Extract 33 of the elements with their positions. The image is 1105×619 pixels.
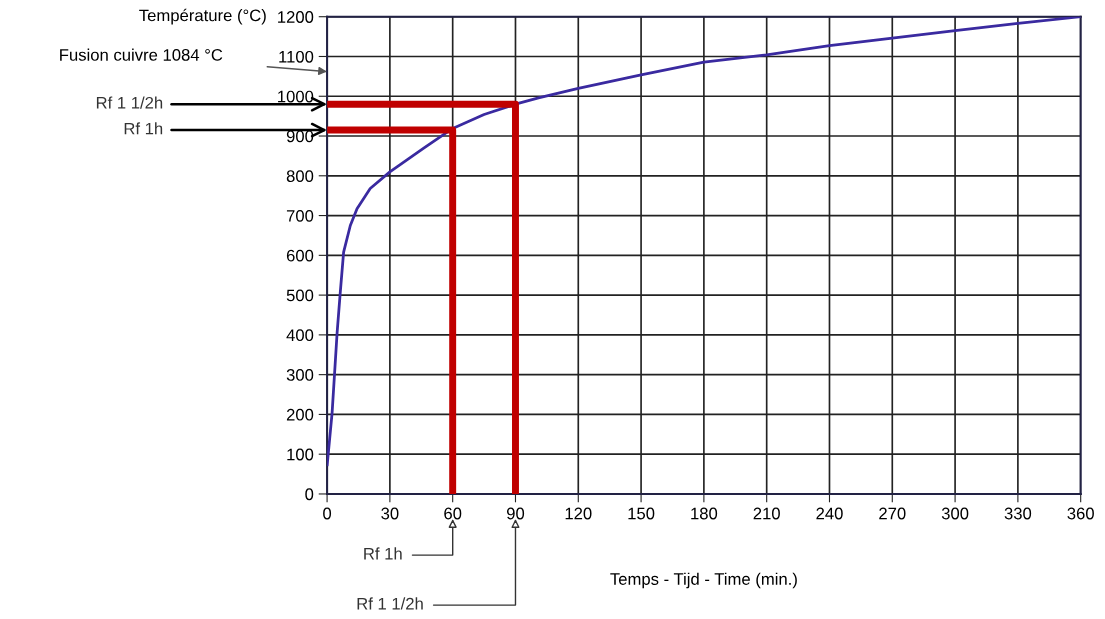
text: Rf 1 1/2h <box>357 597 423 610</box>
y-tick-label: 1100 <box>279 50 314 63</box>
y-tick-label: 100 <box>287 448 314 461</box>
x-tick-label: 90 <box>507 507 525 520</box>
x-axis-title: Temps - Tijd - Time (min.) <box>610 572 797 589</box>
y-tick-label: 400 <box>286 329 314 342</box>
x-tick-label: 300 <box>941 507 969 520</box>
y-tick-label: 1000 <box>278 90 314 103</box>
y-axis-title: Température (°C) <box>139 8 266 25</box>
y-tick-label: 200 <box>286 408 314 421</box>
annotation: Rf 1 1/2h <box>96 96 163 109</box>
y-tick-label: 700 <box>286 209 314 222</box>
y-tick-label: 1200 <box>278 11 314 23</box>
y-tick-label: 300 <box>286 369 314 381</box>
x-tick-label: 180 <box>691 507 718 520</box>
y-tick-label: 800 <box>286 170 314 182</box>
x-tick-label: 210 <box>753 507 780 520</box>
x-tick-label: 30 <box>381 507 399 520</box>
x-tick-label: 360 <box>1067 507 1094 520</box>
x-tick-label: 120 <box>565 507 592 520</box>
x-tick-label: 60 <box>444 507 462 520</box>
x-tick-label: 150 <box>628 507 655 520</box>
text: Rf 1h <box>364 547 402 560</box>
x-tick-label: 0 <box>323 507 332 520</box>
text: Fusion cuivre 1084 °C <box>60 48 223 61</box>
x-tick-label: 270 <box>879 507 906 520</box>
y-tick-label: 900 <box>286 130 314 143</box>
y-tick-label: 0 <box>305 488 314 501</box>
y-tick-label: 600 <box>286 249 314 262</box>
x-tick-label: 240 <box>816 507 843 520</box>
y-tick-label: 500 <box>286 289 314 302</box>
x-tick-label: 330 <box>1004 507 1032 520</box>
annotation: Rf 1h <box>124 122 163 135</box>
